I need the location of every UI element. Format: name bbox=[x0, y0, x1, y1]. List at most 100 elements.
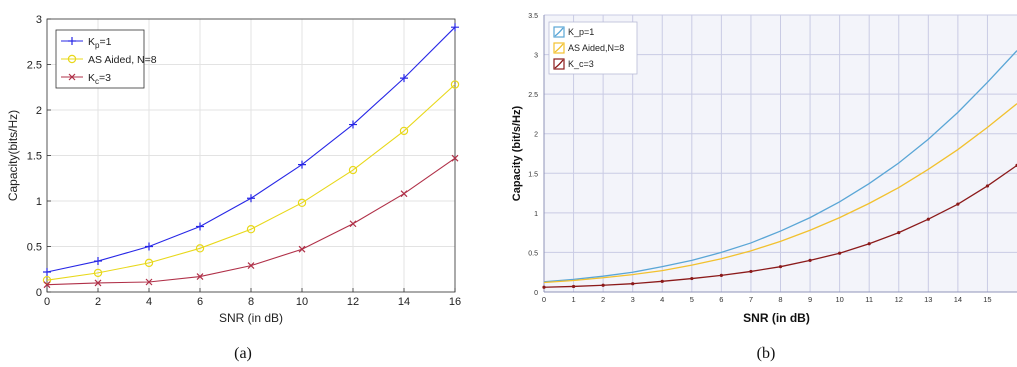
y-tick-label-a: 2.5 bbox=[27, 60, 42, 72]
x-tick-label-b: 5 bbox=[690, 295, 694, 304]
x-tick-label-a: 14 bbox=[398, 296, 410, 308]
x-tick-label-b: 14 bbox=[954, 295, 962, 304]
legend-label-sub: c bbox=[95, 77, 99, 86]
data-point-b-2 bbox=[690, 276, 694, 281]
legend-label-rest: =3 bbox=[99, 72, 111, 84]
y-tick-label-b: 1.5 bbox=[528, 171, 538, 178]
data-point-b-2 bbox=[867, 242, 871, 246]
data-point-a-0 bbox=[196, 222, 204, 231]
legend-swatch-line-b bbox=[554, 59, 564, 69]
data-point-a-0 bbox=[94, 257, 102, 266]
y-tick-label-b: 0 bbox=[534, 290, 538, 297]
legend-item-a-2: Kc=3 bbox=[61, 72, 111, 86]
data-point-a-2 bbox=[196, 273, 204, 280]
data-point-a-2 bbox=[349, 220, 357, 228]
series-line-b-1 bbox=[543, 103, 1017, 284]
data-point-b-2 bbox=[719, 273, 723, 277]
legend-label-sub: p bbox=[95, 41, 100, 50]
x-tick-label-b: 3 bbox=[631, 295, 635, 304]
x-tick-label-a: 12 bbox=[347, 296, 359, 308]
data-point-b-2 bbox=[956, 202, 960, 206]
series-line-b-0 bbox=[543, 50, 1017, 283]
y-tick-label-b: 0.5 bbox=[528, 250, 538, 257]
data-point-b-2 bbox=[601, 283, 605, 287]
data-point-b-2 bbox=[571, 284, 576, 289]
x-tick-label-a: 6 bbox=[197, 296, 203, 308]
x-tick-label-b: 2 bbox=[601, 295, 605, 304]
y-tick-label-b: 3 bbox=[534, 53, 538, 60]
data-point-a-2 bbox=[43, 281, 51, 289]
data-point-a-2 bbox=[247, 262, 255, 270]
y-axis-label-a: Capacity(bits/Hz) bbox=[6, 110, 20, 201]
y-tick-label-a: 0 bbox=[36, 287, 42, 299]
legend-label-a: Kc=3 bbox=[88, 72, 111, 86]
data-point-a-1 bbox=[297, 198, 307, 208]
data-point-b-2 bbox=[631, 282, 635, 286]
legend-label-a: AS Aided, N=8 bbox=[88, 54, 157, 66]
x-tick-label-b: 4 bbox=[660, 295, 664, 304]
legend-item-b-2: K_c=3 bbox=[553, 58, 594, 70]
x-tick-label-a: 8 bbox=[248, 296, 254, 308]
data-point-a-2 bbox=[145, 278, 153, 286]
data-point-b-2 bbox=[985, 184, 990, 188]
y-tick-label-a: 3 bbox=[36, 14, 42, 26]
data-point-a-2 bbox=[298, 245, 306, 253]
data-point-a-1 bbox=[42, 275, 52, 285]
y-tick-label-b: 1 bbox=[534, 211, 538, 218]
y-tick-label-a: 0.5 bbox=[27, 242, 42, 254]
y-tick-label-a: 2 bbox=[36, 105, 42, 117]
data-point-a-1 bbox=[144, 258, 154, 268]
data-point-b-2 bbox=[542, 285, 546, 289]
data-point-b-2 bbox=[926, 217, 930, 221]
data-point-b-2 bbox=[897, 231, 901, 235]
legend-item-b-0: K_p=1 bbox=[553, 26, 594, 38]
data-point-a-1 bbox=[93, 268, 103, 278]
legend-label-main: K bbox=[88, 72, 95, 84]
legend-marker-a bbox=[68, 73, 76, 81]
legend-marker-a bbox=[67, 54, 77, 64]
legend-label-main: K bbox=[88, 36, 95, 48]
x-axis-label-a: SNR (in dB) bbox=[219, 311, 283, 325]
x-tick-label-b: 6 bbox=[719, 295, 723, 304]
data-point-a-0 bbox=[400, 74, 408, 83]
legend-label-b: K_p=1 bbox=[568, 27, 594, 37]
data-point-b-2 bbox=[749, 269, 753, 274]
data-point-a-2 bbox=[451, 154, 459, 162]
legend-marker-a bbox=[68, 37, 76, 45]
legend-b: K_p=1 AS Aided,N=8 K_c=3 bbox=[548, 21, 638, 75]
y-tick-label-b: 3.5 bbox=[528, 13, 538, 20]
x-tick-label-b: 15 bbox=[983, 295, 991, 304]
x-axis-label-b: SNR (in dB) bbox=[743, 311, 810, 325]
x-tick-label-b: 7 bbox=[749, 295, 753, 304]
x-tick-label-b: 9 bbox=[808, 295, 812, 304]
legend-item-a-1: AS Aided, N=8 bbox=[61, 54, 157, 66]
x-tick-label-a: 16 bbox=[449, 296, 461, 308]
x-tick-label-b: 8 bbox=[778, 295, 782, 304]
series-line-a-1 bbox=[46, 84, 456, 281]
x-tick-label-b: 12 bbox=[895, 295, 903, 304]
x-tick-label-a: 2 bbox=[95, 296, 101, 308]
y-tick-label-a: 1 bbox=[36, 196, 42, 208]
x-tick-label-a: 10 bbox=[296, 296, 308, 308]
data-point-a-2 bbox=[94, 279, 102, 287]
data-point-b-2 bbox=[808, 258, 812, 262]
data-point-a-1 bbox=[348, 165, 358, 175]
legend-a: Kp=1 AS Aided, N=8 Kc=3 bbox=[55, 29, 157, 89]
legend-label-rest: =1 bbox=[99, 36, 111, 48]
data-point-a-1 bbox=[246, 225, 256, 234]
legend-label-b: K_c=3 bbox=[568, 59, 594, 69]
data-point-b-2 bbox=[660, 279, 664, 283]
data-point-a-1 bbox=[399, 126, 409, 136]
x-tick-label-b: 11 bbox=[865, 295, 873, 304]
y-axis-label-b: Capacity (bit/s/Hz) bbox=[511, 105, 523, 201]
y-tick-label-a: 1.5 bbox=[27, 151, 42, 163]
caption-a: (a) bbox=[234, 345, 252, 362]
legend-item-b-1: AS Aided,N=8 bbox=[553, 42, 624, 54]
data-point-a-0 bbox=[145, 242, 153, 251]
data-point-a-2 bbox=[400, 190, 408, 198]
x-tick-label-a: 4 bbox=[146, 296, 152, 308]
panel-b: 0 1 2 3 4 5 6 7 8 9 10 11 12 13 14 1500.511.522.533.5SN… bbox=[511, 13, 1017, 325]
panel-a: 0 2 4 6 8 10 12 14 16 0 0.5 1 1.5 2 2.5 3 SNR (in dB) Cap… bbox=[6, 14, 461, 325]
x-tick-label-b: 10 bbox=[835, 295, 843, 304]
data-point-a-1 bbox=[195, 244, 205, 253]
